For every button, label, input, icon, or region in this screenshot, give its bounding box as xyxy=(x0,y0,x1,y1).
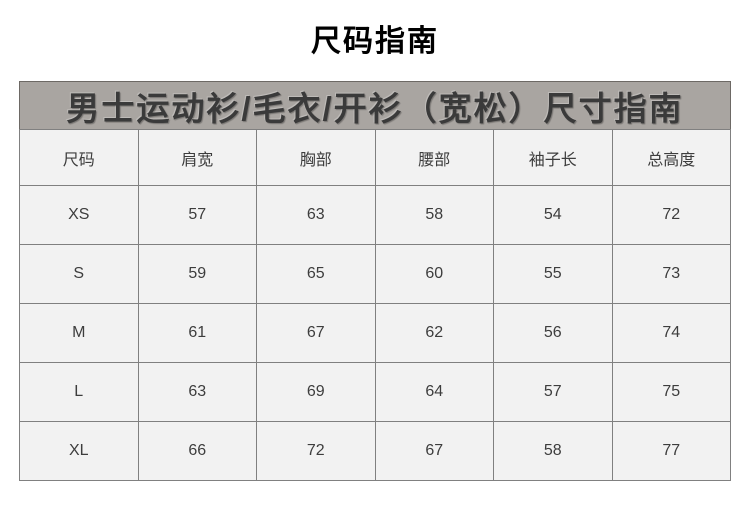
column-header-height: 总高度 xyxy=(611,129,731,186)
table-cell: 55 xyxy=(493,244,613,304)
table-cell: 54 xyxy=(493,185,613,245)
table-row-s: S 59 65 60 55 73 xyxy=(19,244,731,304)
table-cell: 75 xyxy=(611,362,731,422)
table-cell: 58 xyxy=(374,185,494,245)
header-row: 尺码 肩宽 胸部 腰部 袖子长 总高度 xyxy=(19,129,731,186)
column-header-chest: 胸部 xyxy=(256,129,376,186)
table-cell: 60 xyxy=(374,244,494,304)
size-table-header: 尺码 肩宽 胸部 腰部 袖子长 总高度 xyxy=(19,129,731,186)
table-cell: 72 xyxy=(256,421,376,481)
size-label: S xyxy=(19,244,139,304)
column-header-size: 尺码 xyxy=(19,129,139,186)
table-cell: 63 xyxy=(137,362,257,422)
table-cell: 73 xyxy=(611,244,731,304)
table-cell: 57 xyxy=(137,185,257,245)
size-guide-banner: 男士运动衫/毛衣/开衫（宽松）尺寸指南 xyxy=(19,81,731,129)
table-cell: 62 xyxy=(374,303,494,363)
table-cell: 61 xyxy=(137,303,257,363)
column-header-sleeve: 袖子长 xyxy=(493,129,613,186)
table-row-l: L 63 69 64 57 75 xyxy=(19,362,731,422)
table-cell: 57 xyxy=(493,362,613,422)
table-cell: 69 xyxy=(256,362,376,422)
table-cell: 58 xyxy=(493,421,613,481)
size-label: M xyxy=(19,303,139,363)
size-label: L xyxy=(19,362,139,422)
table-cell: 67 xyxy=(374,421,494,481)
size-table: 尺码 肩宽 胸部 腰部 袖子长 总高度 XS 57 63 58 54 72 S … xyxy=(19,129,731,481)
table-cell: 56 xyxy=(493,303,613,363)
table-cell: 72 xyxy=(611,185,731,245)
size-label: XS xyxy=(19,185,139,245)
banner-title: 男士运动衫/毛衣/开衫（宽松）尺寸指南 xyxy=(66,89,684,127)
column-header-shoulder: 肩宽 xyxy=(137,129,257,186)
size-table-body: XS 57 63 58 54 72 S 59 65 60 55 73 M 61 … xyxy=(19,185,731,481)
table-cell: 63 xyxy=(256,185,376,245)
table-cell: 65 xyxy=(256,244,376,304)
size-guide-content: 男士运动衫/毛衣/开衫（宽松）尺寸指南 尺码 肩宽 胸部 腰部 袖子长 总高度 … xyxy=(19,81,731,481)
table-cell: 64 xyxy=(374,362,494,422)
table-row-m: M 61 67 62 56 74 xyxy=(19,303,731,363)
table-cell: 67 xyxy=(256,303,376,363)
table-cell: 77 xyxy=(611,421,731,481)
size-label: XL xyxy=(19,421,139,481)
column-header-waist: 腰部 xyxy=(374,129,494,186)
table-cell: 74 xyxy=(611,303,731,363)
table-cell: 66 xyxy=(137,421,257,481)
table-row-xl: XL 66 72 67 58 77 xyxy=(19,421,731,481)
page-title: 尺码指南 xyxy=(311,25,439,58)
table-cell: 59 xyxy=(137,244,257,304)
table-row-xs: XS 57 63 58 54 72 xyxy=(19,185,731,245)
